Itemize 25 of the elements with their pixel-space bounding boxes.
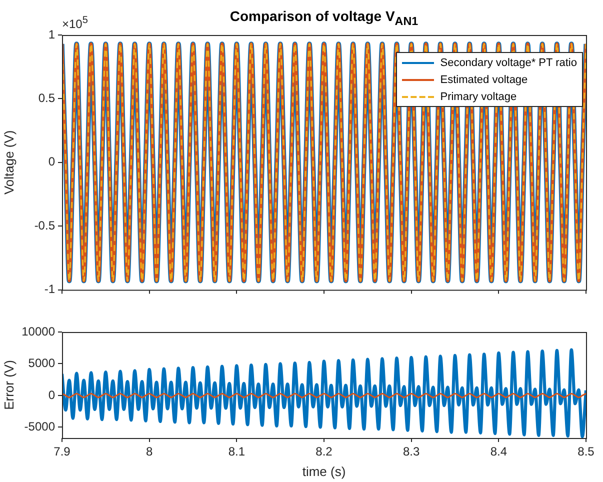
legend-label: Estimated voltage (440, 74, 528, 86)
y-tick-label: 0 (48, 154, 56, 169)
y-tick-label: 5000 (28, 356, 56, 370)
y-tick-label: -1 (44, 282, 56, 296)
x-tick-label: 8.5 (578, 444, 595, 459)
y-tick-label: 0 (48, 388, 56, 402)
y-tick-label: 0.5 (38, 91, 56, 106)
legend-label: Primary voltage (440, 90, 517, 102)
legend-label: Secondary voltage* PT ratio (440, 56, 577, 68)
x-tick-label: 7.9 (54, 444, 71, 459)
x-tick-label: 8.4 (490, 444, 508, 459)
line-series (62, 348, 586, 438)
y-axis-title: Voltage (V) (1, 130, 16, 195)
text: ×10$^{5}$ (62, 15, 88, 31)
y-tick-label: -0.5 (34, 218, 56, 232)
x-axis-title: time (s) (302, 464, 346, 479)
x-tick-label: 8.3 (402, 444, 420, 459)
chart-title: Comparison of voltage V$_{AN1}$ (230, 8, 418, 28)
x-tick-label: 8.1 (228, 444, 246, 459)
y-tick-label: -5000 (24, 420, 56, 434)
x-tick-label: 8.2 (316, 444, 333, 459)
y-tick-label: 10000 (22, 324, 56, 338)
x-tick-label: 8 (146, 444, 153, 459)
y-axis-title: Error (V) (1, 360, 16, 410)
y-tick-label: 1 (48, 27, 56, 42)
